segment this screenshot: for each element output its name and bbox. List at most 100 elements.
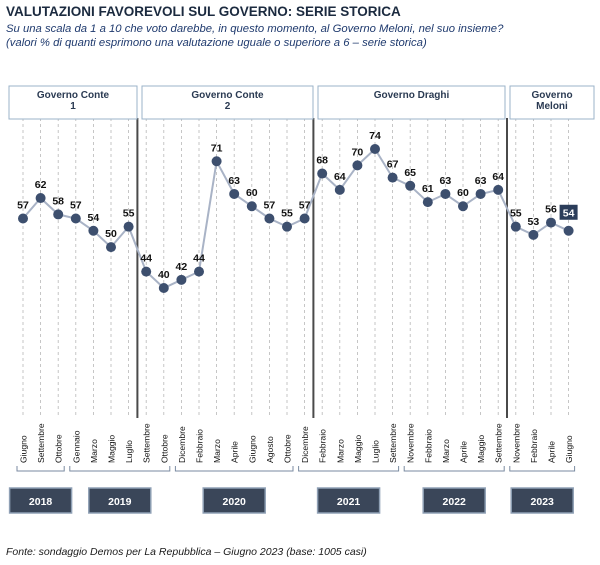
month-tick-label: Aprile [230,441,240,463]
year-bracket [403,466,505,472]
year-box [202,487,266,514]
government-box [317,85,506,120]
value-label: 58 [52,195,64,207]
value-label: 63 [228,175,240,187]
data-point [123,221,134,232]
value-label: 65 [404,167,416,179]
year-bracket [69,466,171,472]
value-label: 50 [105,228,117,240]
value-label: 42 [176,261,188,273]
month-tick-label: Maggio [107,435,117,463]
value-label: 57 [299,200,311,212]
value-label: 62 [35,179,47,191]
data-point [334,184,345,195]
series-line [22,147,570,290]
value-label: 70 [352,146,364,158]
chart-title: VALUTAZIONI FAVOREVOLI SUL GOVERNO: SERI… [6,4,401,19]
month-tick-label: Novembre [406,423,416,463]
data-point [475,188,486,199]
government-label: Meloni [536,101,568,112]
month-tick-label: Maggio [476,435,486,463]
year-box [422,487,486,514]
year-bracket [16,466,65,472]
month-tick-label: Luglio [124,440,134,463]
data-point [264,213,275,224]
month-tick-label: Febbraio [318,429,328,463]
value-label: 55 [281,208,293,220]
data-point [246,201,257,212]
year-label: 2018 [29,496,53,508]
data-point [53,209,64,220]
subtitle-note: (valori % di quanti esprimono una valuta… [6,37,427,49]
year-box [88,487,152,514]
month-tick-label: Dicembre [177,426,187,463]
government-label: Governo Conte [191,90,264,101]
value-label: 57 [264,200,276,212]
data-point [158,283,169,293]
data-point [70,213,81,224]
data-point [440,188,451,199]
data-point [176,274,187,285]
data-point [563,225,574,236]
month-tick-label: Marzo [441,439,451,463]
data-point [229,188,240,199]
year-label: 2020 [223,496,247,508]
month-tick-label: Marzo [335,439,345,463]
data-point [141,266,152,277]
data-point [317,168,328,179]
month-tick-label: Febbraio [195,429,205,463]
value-label: 60 [246,187,258,199]
month-tick-label: Febbraio [423,429,433,463]
data-point [35,193,46,204]
month-tick-label: Settembre [36,423,46,463]
data-point [528,229,539,240]
month-tick-label: Maggio [353,435,363,463]
value-label: 64 [334,171,346,183]
month-tick-label: Dicembre [300,426,310,463]
source-note: Fonte: sondaggio Demos per La Repubblica… [6,546,367,558]
chart-subtitle: Su una scala da 1 a 10 che voto darebbe,… [6,22,503,50]
data-point [211,156,222,167]
month-tick-label: Giugno [564,435,574,463]
value-label: 67 [387,159,399,171]
government-label: 2 [225,101,231,112]
value-label: 64 [492,171,504,183]
month-tick-label: Giugno [19,435,29,463]
year-bracket [174,466,294,472]
government-box [8,85,138,120]
government-box [509,85,595,120]
data-point [546,217,556,228]
value-label: 71 [211,142,223,154]
value-label: 63 [440,175,452,187]
data-point [458,201,468,212]
value-label: 44 [193,253,205,265]
highlight-box [559,204,578,220]
value-label: 40 [158,269,170,281]
value-label: 44 [140,253,152,265]
year-box [316,487,381,514]
month-tick-label: Settembre [388,423,398,463]
government-label: Governo Draghi [374,90,450,101]
data-point [106,242,116,253]
data-point [88,225,99,236]
year-bracket [509,466,576,472]
value-label: 53 [528,216,540,228]
month-tick-label: Marzo [212,439,222,463]
year-bracket [298,466,400,472]
data-point [299,213,310,224]
data-point [282,221,292,232]
value-label: 57 [70,200,82,212]
year-label: 2021 [337,496,361,508]
month-tick-label: Agosto [265,436,275,463]
month-tick-label: Giugno [247,435,257,463]
value-label: 68 [316,155,328,167]
value-label: 61 [422,183,434,195]
government-label: 1 [70,101,76,112]
subtitle-question: Su una scala da 1 a 10 che voto darebbe,… [6,23,504,35]
year-label: 2022 [443,496,467,508]
value-label: 56 [545,204,557,216]
month-tick-label: Ottobre [54,434,64,463]
year-label: 2019 [108,496,132,508]
data-point [405,180,416,191]
